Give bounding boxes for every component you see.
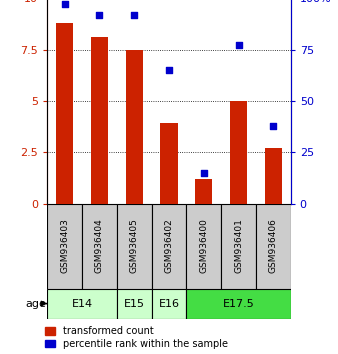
Bar <box>230 101 247 204</box>
Text: E15: E15 <box>124 298 145 309</box>
Bar <box>152 204 186 289</box>
Bar <box>91 37 108 204</box>
Point <box>166 67 172 73</box>
Legend: transformed count, percentile rank within the sample: transformed count, percentile rank withi… <box>45 326 228 349</box>
Bar <box>47 289 117 319</box>
Bar <box>186 204 221 289</box>
Text: GSM936402: GSM936402 <box>165 219 173 273</box>
Bar <box>117 289 152 319</box>
Text: E16: E16 <box>159 298 179 309</box>
Text: GSM936405: GSM936405 <box>130 218 139 274</box>
Bar <box>186 289 291 319</box>
Text: E14: E14 <box>72 298 93 309</box>
Bar <box>221 204 256 289</box>
Text: E17.5: E17.5 <box>223 298 255 309</box>
Text: GSM936403: GSM936403 <box>60 218 69 274</box>
Bar <box>265 148 282 204</box>
Bar <box>256 204 291 289</box>
Bar <box>125 50 143 204</box>
Bar <box>47 204 82 289</box>
Text: GSM936406: GSM936406 <box>269 218 278 274</box>
Bar <box>160 124 178 204</box>
Bar <box>82 204 117 289</box>
Point <box>62 1 67 7</box>
Point <box>201 170 207 176</box>
Point <box>131 12 137 17</box>
Point <box>271 123 276 129</box>
Text: GSM936401: GSM936401 <box>234 218 243 274</box>
Point <box>97 12 102 17</box>
Text: GSM936404: GSM936404 <box>95 219 104 273</box>
Bar <box>56 23 73 204</box>
Text: age: age <box>26 298 47 309</box>
Bar <box>152 289 186 319</box>
Text: GSM936400: GSM936400 <box>199 218 208 274</box>
Bar <box>195 179 213 204</box>
Bar <box>117 204 152 289</box>
Point <box>236 42 241 48</box>
